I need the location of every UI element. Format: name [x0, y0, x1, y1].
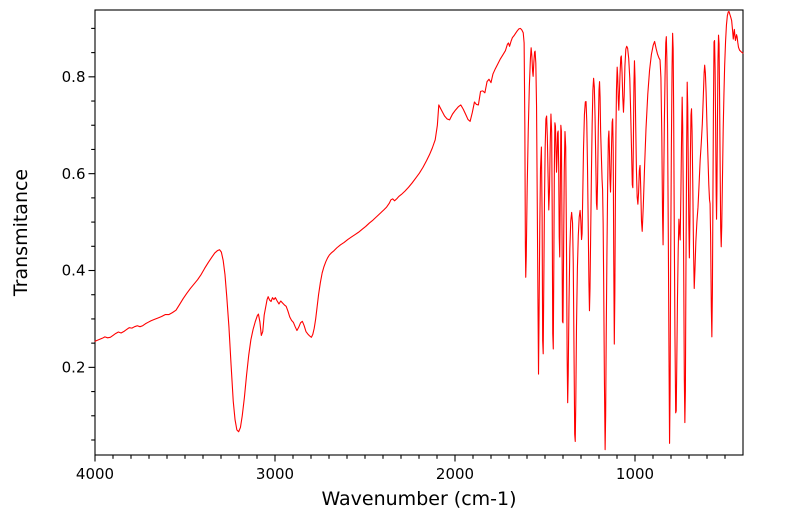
spectrum-line-group: [94, 10, 744, 451]
x-tick-label: 4000: [76, 465, 114, 483]
y-tick-label: 0.4: [62, 262, 86, 280]
plot-frame: [94, 9, 744, 456]
x-axis-ticks: [94, 455, 726, 462]
x-axis-tick-labels: 4000 3000 2000 1000: [76, 465, 654, 483]
spectrum-line: [94, 10, 744, 451]
y-tick-label: 0.2: [62, 359, 86, 377]
y-tick-label: 0.8: [62, 68, 86, 86]
y-axis-ticks: [88, 27, 95, 441]
y-axis-label: Transmitance: [10, 169, 32, 297]
x-tick-label: 3000: [256, 465, 294, 483]
y-axis-tick-labels: 0.2 0.4 0.6 0.8: [62, 68, 86, 377]
x-tick-label: 2000: [436, 465, 474, 483]
x-axis-label: Wavenumber (cm-1): [321, 488, 516, 510]
y-tick-label: 0.6: [62, 165, 86, 183]
x-tick-label: 1000: [616, 465, 654, 483]
